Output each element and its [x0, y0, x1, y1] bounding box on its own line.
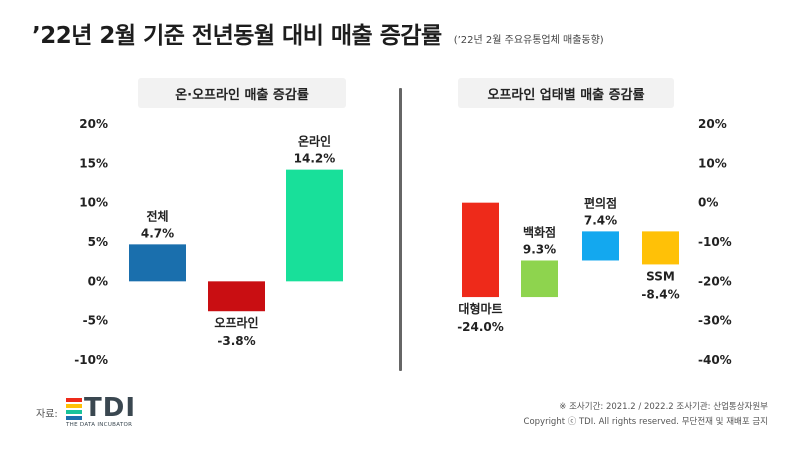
tdi-logo-text: TDI	[84, 393, 136, 423]
data-label: 4.7%	[141, 226, 174, 240]
survey-info: ※ 조사기간: 2021.2 / 2022.2 조사기관: 산업통상자원부	[559, 402, 768, 412]
y-tick-label: 0%	[698, 196, 718, 210]
category-label: 온라인	[298, 134, 331, 149]
source-label: 자료:	[36, 409, 58, 420]
chart-subtitle: (’22년 2월 주요유통업체 매출동향)	[453, 35, 604, 46]
title-block: ’22년 2월 기준 전년동월 대비 매출 증감률 (’22년 2월 주요유통업…	[32, 16, 604, 60]
tdi-logo-subtext: THE DATA INCUBATOR	[66, 422, 133, 428]
y-tick-label: -30%	[698, 314, 732, 328]
footer: ※ 조사기간: 2021.2 / 2022.2 조사기관: 산업통상자원부 Co…	[524, 400, 768, 430]
bar	[462, 202, 499, 298]
tdi-logo: TDI THE DATA INCUBATOR	[66, 393, 176, 430]
y-tick-label: -20%	[698, 274, 732, 288]
data-label: -3.8%	[217, 334, 255, 348]
category-label: SSM	[646, 269, 675, 283]
data-label: 7.4%	[584, 213, 617, 227]
bar	[208, 281, 265, 312]
category-label: 편의점	[584, 195, 617, 210]
y-tick-label: -10%	[698, 235, 732, 249]
y-tick-label: -10%	[74, 353, 108, 367]
data-label: -24.0%	[457, 320, 504, 334]
y-tick-label: -40%	[698, 353, 732, 367]
chart-title: ’22년 2월 기준 전년동월 대비 매출 증감률	[32, 23, 442, 49]
tdi-logo-mark-icon	[66, 398, 82, 420]
panel-divider	[399, 88, 402, 371]
category-label: 백화점	[523, 224, 556, 239]
data-label: 9.3%	[523, 242, 556, 256]
y-tick-label: 15%	[79, 156, 108, 170]
panel-offline-format-header: 오프라인 업태별 매출 증감률	[458, 78, 674, 108]
copyright-text: Copyright ⓒ TDI. All rights reserved. 무단…	[523, 417, 768, 427]
bar	[582, 231, 619, 261]
y-tick-label: 10%	[698, 156, 727, 170]
data-label: 14.2%	[294, 152, 336, 166]
category-label: 오프라인	[214, 315, 258, 330]
category-label: 전체	[146, 208, 168, 223]
category-label: 대형마트	[458, 301, 502, 316]
y-tick-label: 20%	[698, 117, 727, 131]
bar	[129, 244, 186, 282]
bar	[642, 231, 679, 265]
bar	[286, 169, 343, 282]
bar	[521, 260, 558, 298]
panel-online-offline-header: 온·오프라인 매출 증감률	[138, 78, 346, 108]
y-tick-label: 10%	[79, 196, 108, 210]
y-tick-label: 20%	[79, 117, 108, 131]
data-label: -8.4%	[641, 287, 679, 301]
y-tick-label: -5%	[83, 314, 108, 328]
y-tick-label: 0%	[88, 274, 108, 288]
y-tick-label: 5%	[88, 235, 108, 249]
